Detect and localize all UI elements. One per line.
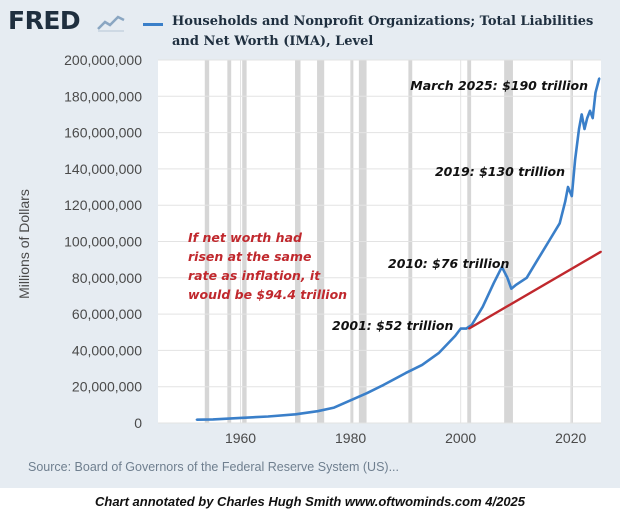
- annotation-2010: 2010: $76 trillion: [388, 256, 509, 271]
- y-tick-label: 0: [134, 415, 142, 431]
- series-point: [267, 415, 269, 418]
- annotation-march-2025: March 2025: $190 trillion: [410, 78, 588, 93]
- y-tick-label: 80,000,000: [72, 270, 142, 286]
- series-point: [316, 410, 319, 413]
- annotation-inflation-line: If net worth had: [188, 230, 303, 245]
- plot-area: 0 20,000,000 40,000,000 60,000,000 80,000,00…: [64, 52, 602, 446]
- annotation-inflation-line: would be $94.4 trillion: [188, 287, 347, 302]
- x-tick-label: 2000: [445, 430, 476, 446]
- series-line-inflation-adjusted: [468, 250, 602, 330]
- series-point: [501, 266, 503, 268]
- legend-series-label: Households and Nonprofit Organizations; …: [172, 14, 594, 49]
- series-point: [570, 195, 573, 198]
- legend-line-swatch: [143, 23, 163, 26]
- series-point: [454, 335, 457, 337]
- series-point: [580, 113, 583, 116]
- series-point: [437, 352, 440, 354]
- series-point: [404, 372, 407, 374]
- series-point: [481, 305, 484, 308]
- series-point: [366, 392, 368, 394]
- series-point: [506, 276, 509, 279]
- series-point: [578, 128, 580, 130]
- series-point: [600, 250, 602, 253]
- series-point: [459, 327, 462, 330]
- x-tick-label: 2020: [555, 430, 586, 446]
- annotation-credit: Chart annotated by Charles Hugh Smith ww…: [94, 494, 526, 509]
- y-tick-label: 120,000,000: [64, 197, 142, 213]
- series-point: [195, 418, 198, 421]
- annotation-2001: 2001: $52 trillion: [332, 318, 453, 333]
- series-point: [547, 240, 550, 243]
- series-point: [421, 364, 423, 366]
- series-point: [468, 327, 470, 330]
- y-tick-label: 140,000,000: [64, 161, 142, 177]
- series-point: [598, 77, 601, 80]
- series-point: [591, 117, 594, 119]
- series-point: [525, 276, 528, 279]
- series-point: [239, 417, 242, 419]
- y-tick-label: 160,000,000: [64, 125, 142, 141]
- series-point: [349, 399, 352, 402]
- y-tick-label: 100,000,000: [64, 234, 142, 250]
- series-point: [586, 117, 589, 119]
- annotation-inflation-line: risen at the same: [188, 249, 311, 264]
- source-note: Source: Board of Governors of the Federa…: [28, 460, 399, 474]
- series-point: [536, 258, 539, 261]
- series-point: [212, 418, 214, 421]
- series-point: [510, 287, 513, 290]
- fred-logo[interactable]: FRED: [8, 6, 81, 35]
- series-point: [583, 128, 586, 130]
- x-tick-label: 1980: [335, 430, 366, 446]
- y-tick-label: 40,000,000: [72, 342, 142, 358]
- series-point: [294, 413, 297, 416]
- chart-panel: FRED Households and Nonprofit Organizati…: [0, 0, 620, 488]
- line-graph-icon: [96, 12, 126, 32]
- series-point: [589, 109, 591, 112]
- series-point: [492, 282, 495, 285]
- series-point: [514, 284, 517, 286]
- series-point: [574, 158, 576, 161]
- annotation-inflation-counterfactual: If net worth had risen at the same rate as…: [188, 230, 347, 302]
- y-tick-label: 20,000,000: [72, 379, 142, 395]
- x-tick-label: 1960: [225, 430, 256, 446]
- series-point: [564, 200, 567, 203]
- y-tick-label: 200,000,000: [64, 52, 142, 68]
- y-tick-label: 60,000,000: [72, 306, 142, 322]
- annotation-inflation-line: rate as inflation, it: [188, 268, 321, 283]
- series-point: [333, 406, 335, 409]
- series-point: [594, 91, 597, 94]
- series-point: [558, 222, 561, 225]
- series-point: [382, 384, 385, 386]
- y-tick-label: 180,000,000: [64, 88, 142, 104]
- series-point: [465, 327, 468, 330]
- annotation-2019: 2019: $130 trillion: [435, 164, 565, 179]
- series-point: [567, 186, 569, 188]
